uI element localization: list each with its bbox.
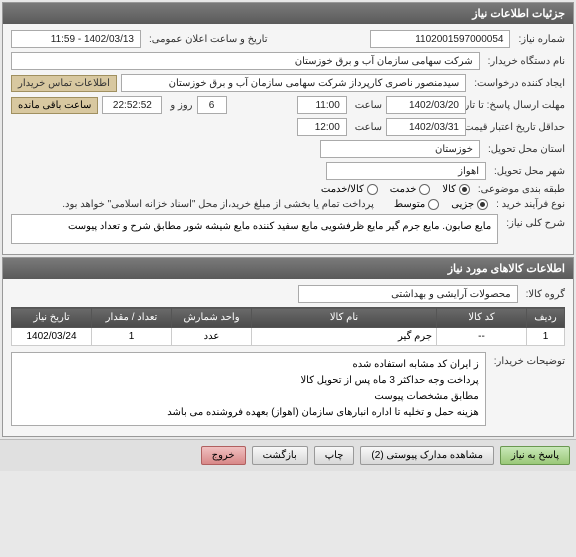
cell-date: 1402/03/24 bbox=[12, 328, 92, 346]
need-no-field: 1102001597000054 bbox=[370, 30, 510, 48]
radio-dot-icon bbox=[367, 184, 378, 195]
pub-date-field: 1402/03/13 - 11:59 bbox=[11, 30, 141, 48]
pub-date-label: تاریخ و ساعت اعلان عمومی: bbox=[145, 34, 268, 45]
radio-goods-label: کالا bbox=[442, 184, 456, 195]
table-header-row: ردیف کد کالا نام کالا واحد شمارش تعداد /… bbox=[12, 308, 565, 328]
attachments-button[interactable]: مشاهده مدارک پیوستی (2) bbox=[360, 446, 494, 465]
radio-goods-service-label: کالا/خدمت bbox=[321, 184, 364, 195]
contact-info-button[interactable]: اطلاعات تماس خریدار bbox=[11, 75, 117, 92]
back-button[interactable]: بازگشت bbox=[252, 446, 308, 465]
category-radio-group: کالا خدمت کالا/خدمت bbox=[321, 184, 470, 195]
cell-row: 1 bbox=[527, 328, 565, 346]
buyer-notes-box: ز ایران کد مشابه استفاده شده پرداخت وجه … bbox=[11, 352, 486, 426]
need-no-label: شماره نیاز: bbox=[514, 34, 565, 45]
buyer-note-line: ز ایران کد مشابه استفاده شده bbox=[18, 357, 479, 373]
province-field: خوزستان bbox=[320, 140, 480, 158]
radio-goods-service[interactable]: کالا/خدمت bbox=[321, 184, 378, 195]
print-button[interactable]: چاپ bbox=[314, 446, 355, 465]
creator-field: سیدمنصور ناصری کارپرداز شرکت سهامی سازما… bbox=[121, 74, 466, 92]
th-unit: واحد شمارش bbox=[172, 308, 252, 328]
summary-label: شرح کلی نیاز: bbox=[502, 214, 565, 229]
cell-code: -- bbox=[437, 328, 527, 346]
radio-dot-icon bbox=[428, 199, 439, 210]
respond-button[interactable]: پاسخ به نیاز bbox=[500, 446, 570, 465]
cell-name: جرم گیر bbox=[252, 328, 437, 346]
hour-label-2: ساعت bbox=[351, 122, 382, 133]
group-field: محصولات آرایشی و بهداشتی bbox=[298, 285, 518, 303]
th-code: کد کالا bbox=[437, 308, 527, 328]
deadline-date-field: 1402/03/20 bbox=[386, 96, 466, 114]
radio-dot-icon bbox=[477, 199, 488, 210]
th-row: ردیف bbox=[527, 308, 565, 328]
creator-label: ایجاد کننده درخواست: bbox=[470, 78, 565, 89]
radio-dot-icon bbox=[459, 184, 470, 195]
radio-service-label: خدمت bbox=[390, 184, 417, 195]
city-field: اهواز bbox=[326, 162, 486, 180]
validity-time-field: 12:00 bbox=[297, 118, 347, 136]
details-panel-header: جزئیات اطلاعات نیاز bbox=[3, 3, 573, 24]
buyer-note-line: پرداخت وجه حداکثر 3 ماه پس از تحویل کالا bbox=[18, 373, 479, 389]
day-and-label: روز و bbox=[166, 100, 192, 111]
city-label: شهر محل تحویل: bbox=[490, 166, 565, 177]
th-qty: تعداد / مقدار bbox=[92, 308, 172, 328]
buyer-note-line: هزینه حمل و تخلیه تا اداره انبارهای سازم… bbox=[18, 405, 479, 421]
purchase-radio-group: جزیی متوسط bbox=[394, 199, 488, 210]
radio-minor[interactable]: جزیی bbox=[451, 199, 488, 210]
exit-button[interactable]: خروج bbox=[201, 446, 246, 465]
buyer-org-label: نام دستگاه خریدار: bbox=[484, 56, 565, 67]
items-panel-header: اطلاعات کالاهای مورد نیاز bbox=[3, 258, 573, 279]
details-panel: جزئیات اطلاعات نیاز شماره نیاز: 11020015… bbox=[2, 2, 574, 255]
radio-minor-label: جزیی bbox=[451, 199, 474, 210]
deadline-label: مهلت ارسال پاسخ: تا تاریخ: bbox=[470, 100, 565, 111]
radio-goods[interactable]: کالا bbox=[442, 184, 470, 195]
details-panel-body: شماره نیاز: 1102001597000054 تاریخ و ساع… bbox=[3, 24, 573, 254]
time-left-field: 22:52:52 bbox=[102, 96, 162, 114]
cell-qty: 1 bbox=[92, 328, 172, 346]
items-panel: اطلاعات کالاهای مورد نیاز گروه کالا: محص… bbox=[2, 257, 574, 437]
category-label: طبقه بندی موضوعی: bbox=[474, 184, 565, 195]
deadline-time-field: 11:00 bbox=[297, 96, 347, 114]
buyer-notes-label: توضیحات خریدار: bbox=[490, 352, 565, 367]
province-label: استان محل تحویل: bbox=[484, 144, 565, 155]
items-table: ردیف کد کالا نام کالا واحد شمارش تعداد /… bbox=[11, 307, 565, 346]
buyer-note-line: مطابق مشخصات پیوست bbox=[18, 389, 479, 405]
items-panel-body: گروه کالا: محصولات آرایشی و بهداشتی ردیف… bbox=[3, 279, 573, 436]
remaining-badge: ساعت باقی مانده bbox=[11, 97, 98, 114]
cell-unit: عدد bbox=[172, 328, 252, 346]
bottom-toolbar: پاسخ به نیاز مشاهده مدارک پیوستی (2) چاپ… bbox=[0, 439, 576, 471]
purchase-type-label: نوع فرآیند خرید : bbox=[492, 199, 565, 210]
table-row[interactable]: 1 -- جرم گیر عدد 1 1402/03/24 bbox=[12, 328, 565, 346]
days-left-field: 6 bbox=[197, 96, 227, 114]
th-date: تاریخ نیاز bbox=[12, 308, 92, 328]
radio-dot-icon bbox=[419, 184, 430, 195]
radio-medium[interactable]: متوسط bbox=[394, 199, 439, 210]
radio-service[interactable]: خدمت bbox=[390, 184, 431, 195]
validity-date-field: 1402/03/31 bbox=[386, 118, 466, 136]
validity-label: حداقل تاریخ اعتبار قیمت: تا تاریخ: bbox=[470, 122, 565, 133]
th-name: نام کالا bbox=[252, 308, 437, 328]
radio-medium-label: متوسط bbox=[394, 199, 425, 210]
hour-label-1: ساعت bbox=[351, 100, 382, 111]
buyer-org-field: شرکت سهامی سازمان آب و برق خوزستان bbox=[11, 52, 480, 70]
summary-box: مایع صابون. مایع جرم گیر مایع ظرفشویی ما… bbox=[11, 214, 498, 244]
group-label: گروه کالا: bbox=[522, 289, 565, 300]
payment-note: پرداخت تمام یا بخشی از مبلغ خرید،از محل … bbox=[62, 199, 374, 210]
